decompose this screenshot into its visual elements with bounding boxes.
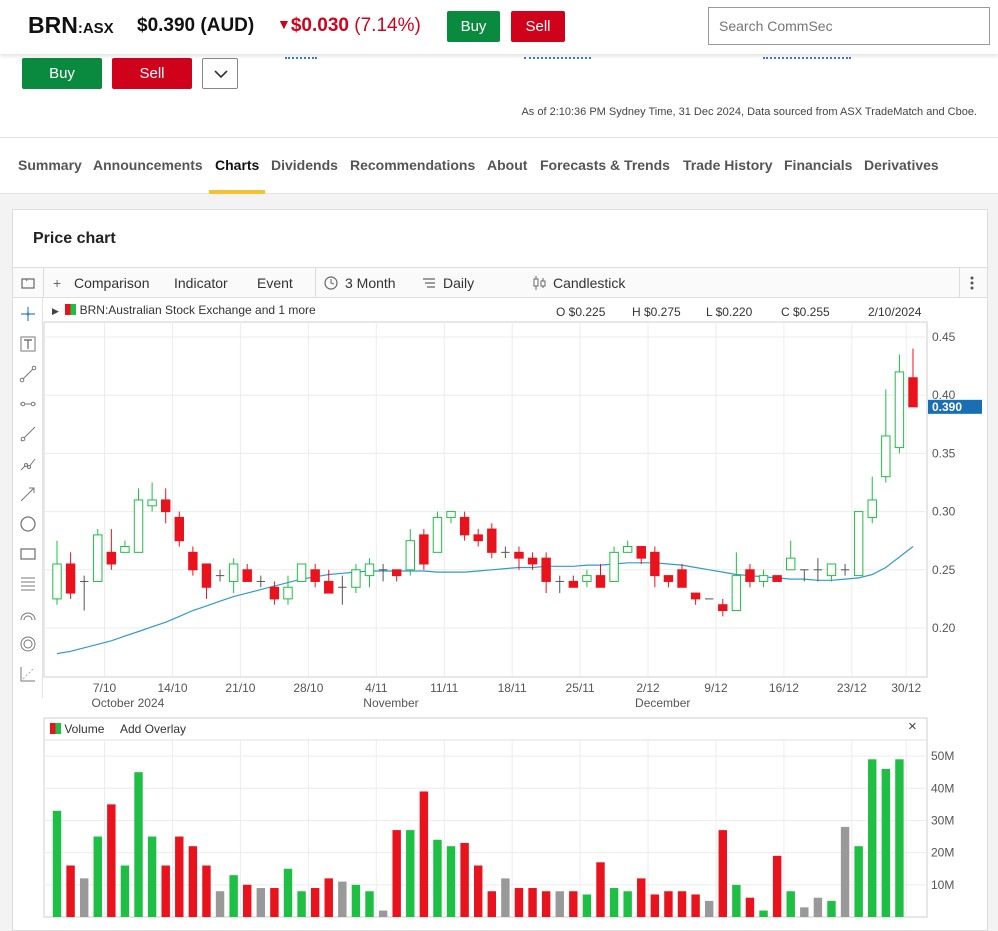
change-percent: (7.14%) [354,15,421,36]
text-tool-icon[interactable] [18,334,38,354]
chart-toolbar: + Comparison Indicator Event 3 Month Dai… [13,267,987,298]
horizontal-line-icon[interactable] [18,394,38,414]
close-volume-icon[interactable]: × [908,718,917,735]
folder-icon[interactable] [21,277,35,289]
line-tool-icon[interactable] [18,364,38,384]
clock-icon [324,276,338,290]
tab-dividends[interactable]: Dividends [271,157,338,173]
tab-trade-history[interactable]: Trade History [683,157,773,173]
measure-tool-icon[interactable] [18,664,38,684]
price-change: ▼$0.030 (7.14%) [277,15,421,37]
search-input[interactable] [708,7,990,45]
tab-financials[interactable]: Financials [784,157,853,173]
add-overlay-button[interactable]: Add Overlay [120,722,187,736]
fibonacci-tool-icon[interactable] [18,574,38,594]
buy-button-secondary[interactable]: Buy [22,58,102,89]
ray-tool-icon[interactable] [18,424,38,444]
comparison-button[interactable]: Comparison [74,275,150,291]
dotted-link[interactable] [524,57,591,59]
sell-button-secondary[interactable]: Sell [112,58,192,89]
tab-about[interactable]: About [487,157,528,173]
expand-triangle-icon[interactable]: ▶ [52,306,59,316]
buy-button[interactable]: Buy [447,11,500,42]
series-legend[interactable]: ▶ BRN:Australian Stock Exchange and 1 mo… [52,303,316,317]
arc-tool-icon[interactable] [18,604,38,624]
drawing-tools [13,298,43,698]
ticker-symbol: BRN:ASX [28,12,114,39]
interval-selector[interactable]: Daily [443,275,475,291]
ticker-code: BRN [28,12,78,38]
dotted-link[interactable] [285,57,317,59]
more-vertical-icon[interactable] [969,275,975,291]
tab-summary[interactable]: Summary [18,157,82,173]
rectangle-tool-icon[interactable] [18,544,38,564]
volume-legend: Volume [50,722,104,736]
last-price: $0.390 (AUD) [137,15,255,36]
chart-type-selector[interactable]: Candlestick [553,275,626,291]
tab-announcements[interactable]: Announcements [93,157,203,173]
chevron-down-icon [214,70,228,79]
polyline-tool-icon[interactable] [18,454,38,474]
circle-tool-icon[interactable] [18,514,38,534]
series-color-icon [65,304,77,315]
more-actions-button[interactable] [202,58,238,89]
plus-icon: + [53,275,62,291]
card-title: Price chart [33,230,116,247]
price-chart-card: Price chart + Comparison Indicator Event… [12,209,988,931]
ohlc-date: 2/10/2024 [868,305,922,319]
volume-color-icon [50,723,61,734]
tab-recommendations[interactable]: Recommendations [350,157,476,173]
series-label: BRN:Australian Stock Exchange and 1 more [79,303,316,317]
tab-charts[interactable]: Charts [215,157,260,173]
crosshair-icon[interactable] [18,304,38,324]
sticky-header: BRN:ASX $0.390 (AUD) ▼$0.030 (7.14%) Buy… [0,0,998,54]
target-tool-icon[interactable] [18,634,38,654]
change-amount: $0.030 [290,15,349,36]
active-tab-indicator [209,190,265,194]
interval-icon [423,278,435,288]
exchange-code: :ASX [77,20,114,37]
tab-derivatives[interactable]: Derivatives [864,157,939,173]
ohlc-high: H $0.275 [632,305,681,319]
range-selector[interactable]: 3 Month [345,275,396,291]
candlestick-icon [533,276,546,290]
event-button[interactable]: Event [257,275,293,291]
section-tabs: Summary Announcements Charts Dividends R… [0,137,998,194]
dotted-link[interactable] [763,57,851,59]
indicator-button[interactable]: Indicator [174,275,228,291]
tab-forecasts-trends[interactable]: Forecasts & Trends [540,157,670,173]
data-timestamp: As of 2:10:36 PM Sydney Time, 31 Dec 202… [521,106,977,118]
ohlc-close: C $0.255 [781,305,830,319]
down-arrow-icon: ▼ [277,16,291,32]
ohlc-open: O $0.225 [556,305,606,319]
ohlc-low: L $0.220 [706,305,753,319]
arrow-tool-icon[interactable] [18,484,38,504]
sell-button[interactable]: Sell [511,11,565,42]
volume-label: Volume [64,722,105,736]
